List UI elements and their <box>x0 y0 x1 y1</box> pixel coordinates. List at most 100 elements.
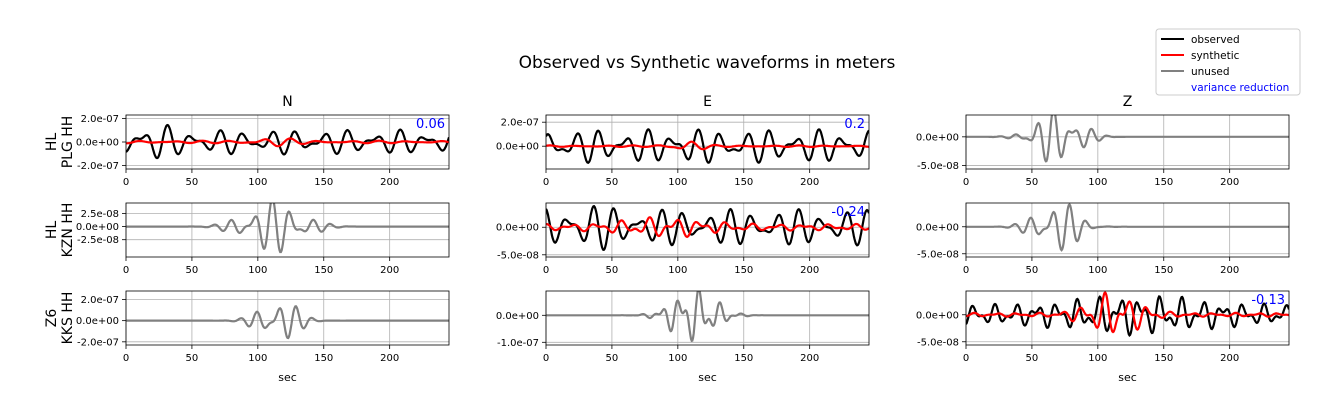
y-tick-label: 0.0e+00 <box>916 132 959 143</box>
legend-entry-label: unused <box>1191 66 1230 78</box>
x-tick-label: 100 <box>248 177 267 188</box>
x-tick-label: 150 <box>1154 353 1173 364</box>
station-label-line: HL <box>44 221 60 240</box>
legend-entry-label: variance reduction <box>1191 82 1289 94</box>
axes-frame <box>125 290 450 346</box>
x-tick-label: 50 <box>1026 265 1039 276</box>
x-tick-label: 0 <box>123 265 129 276</box>
waveform-panel: 0 50 100 150 200 0.0e+00 -5.0e-08 -0.13 sec <box>916 290 1290 384</box>
station-label-line: KKS HH <box>60 292 76 345</box>
y-tick-label: -2.0e-07 <box>77 161 119 172</box>
x-tick-label: 100 <box>248 265 267 276</box>
variance-reduction-label: -0.24 <box>831 205 865 220</box>
trace-group <box>966 115 1289 163</box>
x-tick-label: 200 <box>380 265 399 276</box>
trace-group <box>966 291 1289 338</box>
synthetic-trace <box>546 216 869 239</box>
waveform-panel: 0 50 100 150 200 0.0e+00 -5.0e-08 Z <box>916 94 1290 188</box>
trace-group <box>546 291 869 343</box>
waveform-panel: 0 50 100 150 200 0.0e+00 -1.0e-07 sec <box>496 290 870 384</box>
synthetic-trace <box>126 137 449 148</box>
x-tick-label: 50 <box>1026 177 1039 188</box>
panel-grid: 0 50 100 150 200 2.0e-07 0.0e+00 -2.0e-07 0.06 N H… <box>44 94 1290 384</box>
unused-trace <box>966 115 1289 163</box>
y-tick-label: 2.0e-07 <box>501 118 539 129</box>
station-label-line: KZN HH <box>60 203 76 258</box>
y-tick-label: 0.0e+00 <box>916 310 959 321</box>
x-tick-label: 200 <box>380 353 399 364</box>
unused-trace <box>126 203 449 254</box>
x-tick-label: 50 <box>606 265 619 276</box>
x-tick-label: 200 <box>380 177 399 188</box>
x-tick-label: 0 <box>123 177 129 188</box>
x-tick-label: 200 <box>800 353 819 364</box>
synthetic-trace <box>966 291 1289 334</box>
y-tick-label: 0.0e+00 <box>916 222 959 233</box>
station-label-line: Z6 <box>44 309 60 328</box>
station-label: HLKZN HH <box>44 203 76 258</box>
waveform-panel: 0 50 100 150 200 0.0e+00 -5.0e-08 <box>916 202 1290 276</box>
y-tick-label: -5.0e-08 <box>917 249 959 260</box>
x-tick-label: 100 <box>668 177 687 188</box>
axes-frame <box>965 202 1290 258</box>
x-tick-label: 150 <box>314 353 333 364</box>
y-tick-label: 0.0e+00 <box>496 223 539 234</box>
station-label: HLPLG HH <box>44 116 76 169</box>
x-tick-label: 150 <box>314 177 333 188</box>
y-tick-label: -2.5e-08 <box>77 235 119 246</box>
trace-group <box>546 205 869 251</box>
y-tick-label: 0.0e+00 <box>76 138 119 149</box>
station-label: Z6KKS HH <box>44 292 76 345</box>
axes-frame <box>545 202 870 258</box>
x-tick-label: 0 <box>963 265 969 276</box>
x-tick-label: 200 <box>1220 177 1239 188</box>
figure-title: Observed vs Synthetic waveforms in meter… <box>519 53 896 73</box>
x-tick-label: 0 <box>963 177 969 188</box>
station-label-line: PLG HH <box>60 116 76 169</box>
x-tick-label: 150 <box>734 177 753 188</box>
observed-trace <box>126 123 449 160</box>
axes-frame <box>545 114 870 170</box>
unused-trace <box>966 203 1289 252</box>
x-tick-label: 0 <box>543 353 549 364</box>
waveform-panel: 0 50 100 150 200 2.0e-07 0.0e+00 -2.0e-07 sec Z6K… <box>44 290 450 384</box>
x-axis-label: sec <box>698 371 717 384</box>
trace-group <box>126 203 449 254</box>
x-tick-label: 0 <box>963 353 969 364</box>
y-tick-label: -5.0e-08 <box>917 337 959 348</box>
x-tick-label: 0 <box>543 265 549 276</box>
legend: observed synthetic unused variance reductio… <box>1155 28 1301 96</box>
trace-group <box>966 203 1289 252</box>
y-tick-label: 0.0e+00 <box>496 142 539 153</box>
x-axis-label: sec <box>1118 371 1137 384</box>
legend-entry-label: observed <box>1191 34 1240 46</box>
trace-group <box>126 123 449 160</box>
axes-frame <box>965 290 1290 346</box>
y-tick-label: -5.0e-08 <box>497 250 539 261</box>
x-tick-label: 200 <box>800 265 819 276</box>
unused-trace <box>546 291 869 343</box>
synthetic-trace <box>546 140 869 151</box>
variance-reduction-label: 0.06 <box>416 117 445 132</box>
y-tick-label: 0.0e+00 <box>496 311 539 322</box>
station-label-line: HL <box>44 133 60 152</box>
unused-trace <box>126 305 449 340</box>
waveform-panel: 0 50 100 150 2002.5e-080.0e+00-2.5e-08HLKZN … <box>44 202 450 276</box>
y-tick-label: 2.5e-08 <box>81 209 119 220</box>
legend-box <box>1155 28 1301 96</box>
x-tick-label: 200 <box>1220 353 1239 364</box>
trace-group <box>126 305 449 340</box>
x-tick-label: 150 <box>1154 265 1173 276</box>
x-tick-label: 200 <box>1220 265 1239 276</box>
x-tick-label: 150 <box>1154 177 1173 188</box>
y-tick-label: 0.0e+00 <box>76 222 119 233</box>
x-tick-label: 150 <box>734 265 753 276</box>
observed-trace <box>546 205 869 251</box>
x-tick-label: 50 <box>186 353 199 364</box>
x-tick-label: 100 <box>668 265 687 276</box>
x-axis-label: sec <box>278 371 297 384</box>
axes-frame <box>965 114 1290 170</box>
x-tick-label: 50 <box>1026 353 1039 364</box>
y-tick-label: 0.0e+00 <box>76 316 119 327</box>
